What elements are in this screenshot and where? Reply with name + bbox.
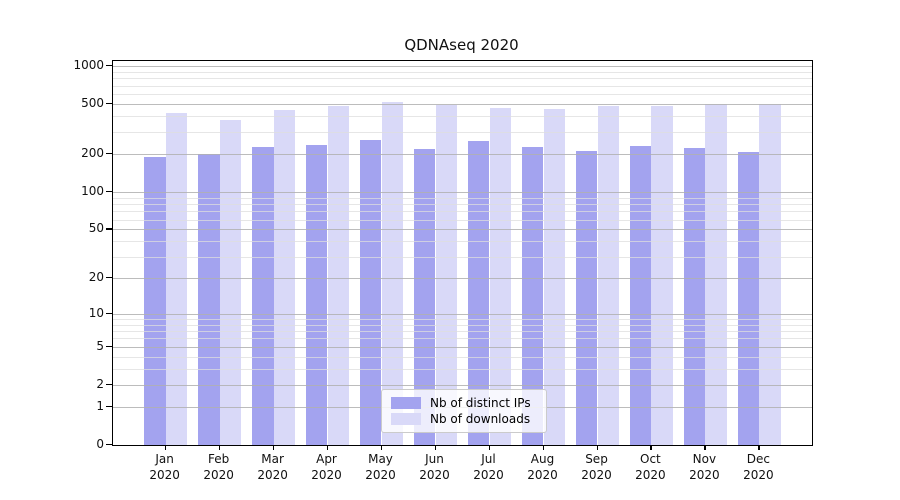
x-tick-label-nov: Nov 2020	[689, 452, 720, 482]
bar-downloads-nov	[705, 103, 727, 445]
bar-distinct-ips-oct	[629, 145, 652, 445]
bar-downloads-jan	[165, 113, 188, 445]
x-tick-label-jun: Jun 2020	[419, 452, 450, 482]
y-tick-label-1000: 1000	[73, 58, 104, 73]
y-tick-label-1: 1	[96, 399, 104, 413]
legend-label-downloads: Nb of downloads	[430, 412, 531, 426]
x-tick-label-oct: Oct 2020	[635, 452, 666, 482]
legend-swatch-distinct-ips	[391, 397, 421, 409]
bar-distinct-ips-may	[359, 140, 382, 445]
y-tick-label-10: 10	[88, 305, 104, 320]
bar-distinct-ips-feb	[198, 154, 220, 445]
x-tick-label-may: May 2020	[365, 452, 396, 482]
x-tick-label-feb: Feb 2020	[203, 452, 234, 482]
plot-area: Nb of distinct IPs Nb of downloads	[112, 60, 813, 446]
bar-distinct-ips-mar	[252, 147, 274, 445]
x-tick-label-apr: Apr 2020	[311, 452, 342, 482]
legend-item-downloads: Nb of downloads	[391, 412, 537, 426]
bar-downloads-oct	[651, 106, 673, 445]
x-tick-label-sep: Sep 2020	[581, 452, 612, 482]
bar-downloads-dec	[759, 104, 781, 445]
bars-layer	[113, 61, 812, 445]
bar-downloads-sep	[597, 106, 620, 445]
x-tick-label-mar: Mar 2020	[257, 452, 288, 482]
bar-downloads-may	[381, 101, 404, 445]
legend-swatch-downloads	[391, 413, 421, 425]
bar-distinct-ips-aug	[521, 147, 544, 445]
legend-item-distinct-ips: Nb of distinct IPs	[391, 396, 537, 410]
bar-downloads-jun	[435, 104, 458, 445]
bar-distinct-ips-jun	[413, 148, 436, 445]
y-tick-label-0: 0	[96, 437, 104, 451]
y-tick-label-200: 200	[81, 146, 104, 161]
bar-distinct-ips-dec	[737, 151, 760, 445]
legend-label-distinct-ips: Nb of distinct IPs	[430, 396, 531, 410]
x-tick-label-aug: Aug 2020	[527, 452, 558, 482]
y-tick-label-5: 5	[96, 338, 104, 353]
x-tick-label-jan: Jan 2020	[149, 452, 180, 482]
y-tick-label-500: 500	[81, 96, 104, 111]
y-tick-label-2: 2	[96, 376, 104, 391]
x-tick-label-dec: Dec 2020	[743, 452, 774, 482]
bar-distinct-ips-nov	[683, 147, 706, 445]
bar-downloads-apr	[327, 105, 350, 445]
bar-distinct-ips-apr	[305, 145, 328, 445]
bar-downloads-aug	[543, 109, 566, 445]
x-tick-label-jul: Jul 2020	[473, 452, 504, 482]
bar-downloads-mar	[273, 109, 296, 445]
y-tick-label-50: 50	[88, 221, 104, 236]
y-tick-label-100: 100	[81, 184, 104, 198]
y-tick-label-20: 20	[88, 270, 104, 285]
bar-distinct-ips-sep	[575, 151, 598, 445]
bar-distinct-ips-jan	[144, 157, 166, 445]
legend: Nb of distinct IPs Nb of downloads	[381, 389, 547, 433]
chart-title: QDNAseq 2020	[404, 36, 519, 54]
bar-downloads-feb	[219, 119, 242, 445]
